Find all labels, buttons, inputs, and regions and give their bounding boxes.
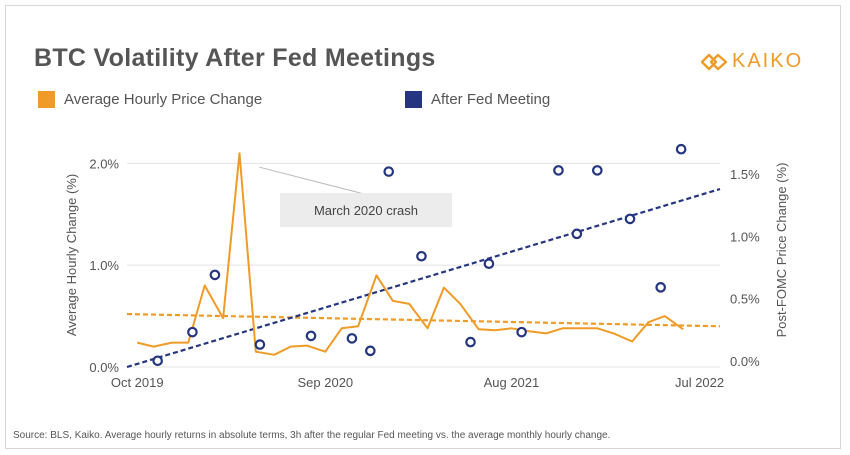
- after-fed-point: [152, 355, 163, 367]
- x-tick-label: Aug 2021: [484, 375, 540, 390]
- after-fed-point: [305, 330, 317, 342]
- average-hourly-series: [136, 152, 684, 356]
- x-tick-label: Sep 2020: [298, 375, 354, 390]
- trendlines: [126, 187, 721, 369]
- after-fed-trendline: [126, 187, 721, 369]
- after-fed-point: [465, 336, 476, 348]
- legend-label: Average Hourly Price Change: [64, 91, 263, 108]
- y-left-tick-label: 2.0%: [89, 156, 119, 171]
- average-hourly-trendline: [126, 312, 721, 328]
- legend-item-average-hourly: Average Hourly Price Change: [38, 91, 262, 108]
- after-fed-point: [209, 269, 221, 281]
- after-fed-point: [383, 166, 395, 177]
- after-fed-point: [254, 339, 266, 350]
- legend-item-after-fed: After Fed Meeting: [405, 91, 550, 108]
- after-fed-point: [592, 165, 603, 176]
- after-fed-point: [187, 326, 198, 338]
- after-fed-point: [365, 345, 376, 357]
- annotation-leader-line: [259, 166, 373, 197]
- annotation-text: March 2020 crash: [314, 203, 418, 218]
- after-fed-point: [416, 250, 427, 262]
- after-fed-point: [655, 282, 666, 293]
- after-fed-point: [483, 258, 495, 270]
- after-fed-point: [571, 228, 583, 240]
- kaiko-logo-icon: [700, 53, 728, 70]
- average-hourly-line: [136, 152, 684, 356]
- legend-swatch-navy: [405, 91, 422, 108]
- after-fed-series: [152, 143, 687, 367]
- legend-label: After Fed Meeting: [431, 91, 551, 108]
- y-right-tick-label: 0.5%: [730, 292, 760, 307]
- kaiko-logo: KAIKO: [700, 50, 803, 73]
- axes: 0.0% 1.0% 2.0% 0.0% 0.5% 1.0% 1.5% Oct 2019 Sep …: [64, 156, 789, 390]
- gridlines: [127, 162, 720, 368]
- after-fed-point: [516, 326, 527, 338]
- logo-text: KAIKO: [732, 50, 804, 72]
- after-fed-point: [675, 143, 687, 155]
- chart-title: BTC Volatility After Fed Meetings: [34, 44, 436, 72]
- y-left-tick-label: 1.0%: [89, 258, 119, 273]
- y-right-tick-label: 1.5%: [730, 167, 760, 182]
- y-left-axis-title: Average Hourly Change (%): [64, 174, 79, 336]
- annotation-group: March 2020 crash: [259, 166, 452, 227]
- x-tick-label: Oct 2019: [111, 375, 164, 390]
- legend-swatch-orange: [38, 91, 55, 108]
- after-fed-point: [346, 333, 358, 344]
- x-tick-label: Jul 2022: [675, 375, 724, 390]
- source-note: Source: BLS, Kaiko. Average hourly retur…: [13, 430, 611, 441]
- y-left-tick-label: 0.0%: [89, 360, 119, 375]
- y-right-tick-label: 0.0%: [730, 354, 760, 369]
- after-fed-point: [624, 213, 636, 225]
- y-right-tick-label: 1.0%: [730, 229, 760, 244]
- annotation-box: [280, 193, 452, 227]
- y-right-axis-title: Post-FOMC Price Change (%): [774, 163, 789, 338]
- after-fed-point: [553, 165, 564, 176]
